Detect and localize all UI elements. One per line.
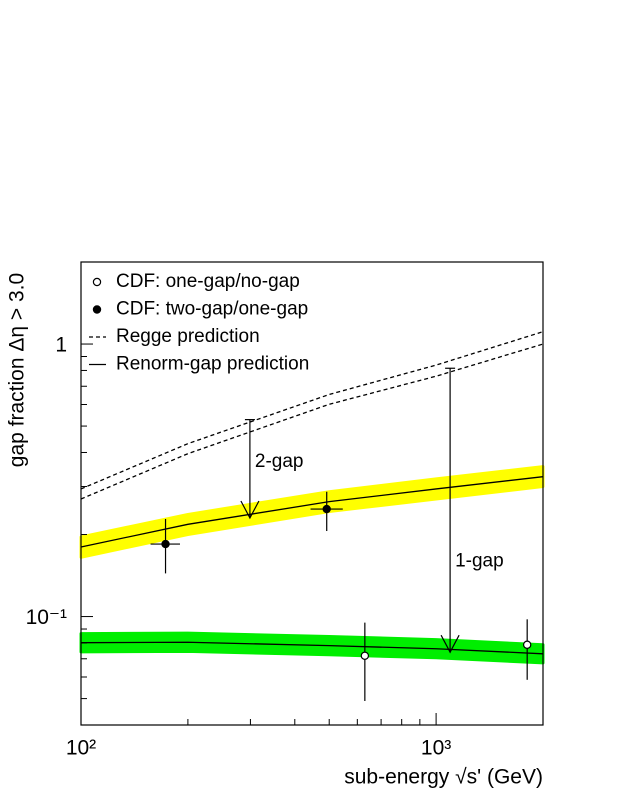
legend-label: CDF: two-gap/one-gap (116, 299, 308, 320)
y-tick-label: 1 (55, 334, 67, 357)
annotation: 1-gap (455, 550, 504, 571)
curve (80, 476, 544, 548)
x-tick-label: 10² (66, 737, 96, 760)
curve (80, 343, 544, 500)
data-point (360, 651, 370, 660)
plot-frame (80, 261, 544, 726)
legend-marker (92, 277, 102, 287)
legend-marker (92, 305, 102, 314)
legend-label: CDF: one-gap/no-gap (116, 271, 300, 292)
y-tick-label: 10⁻¹ (26, 606, 67, 629)
y-axis-label: gap fraction Δη > 3.0 (6, 273, 29, 467)
arrow-head (440, 634, 460, 654)
legend-label: Renorm-gap prediction (116, 354, 309, 375)
x-tick-label: 10³ (421, 737, 451, 760)
curve (80, 641, 544, 655)
data-point (161, 539, 170, 549)
legend-label: Regge prediction (116, 326, 260, 347)
annotation: 2-gap (255, 451, 304, 472)
data-point (322, 504, 331, 514)
curve (80, 331, 544, 490)
data-point (522, 640, 532, 649)
band (79, 465, 545, 559)
x-axis-label: sub-energy √s' (GeV) (344, 766, 543, 789)
arrow-head (240, 500, 260, 520)
band (79, 631, 545, 665)
